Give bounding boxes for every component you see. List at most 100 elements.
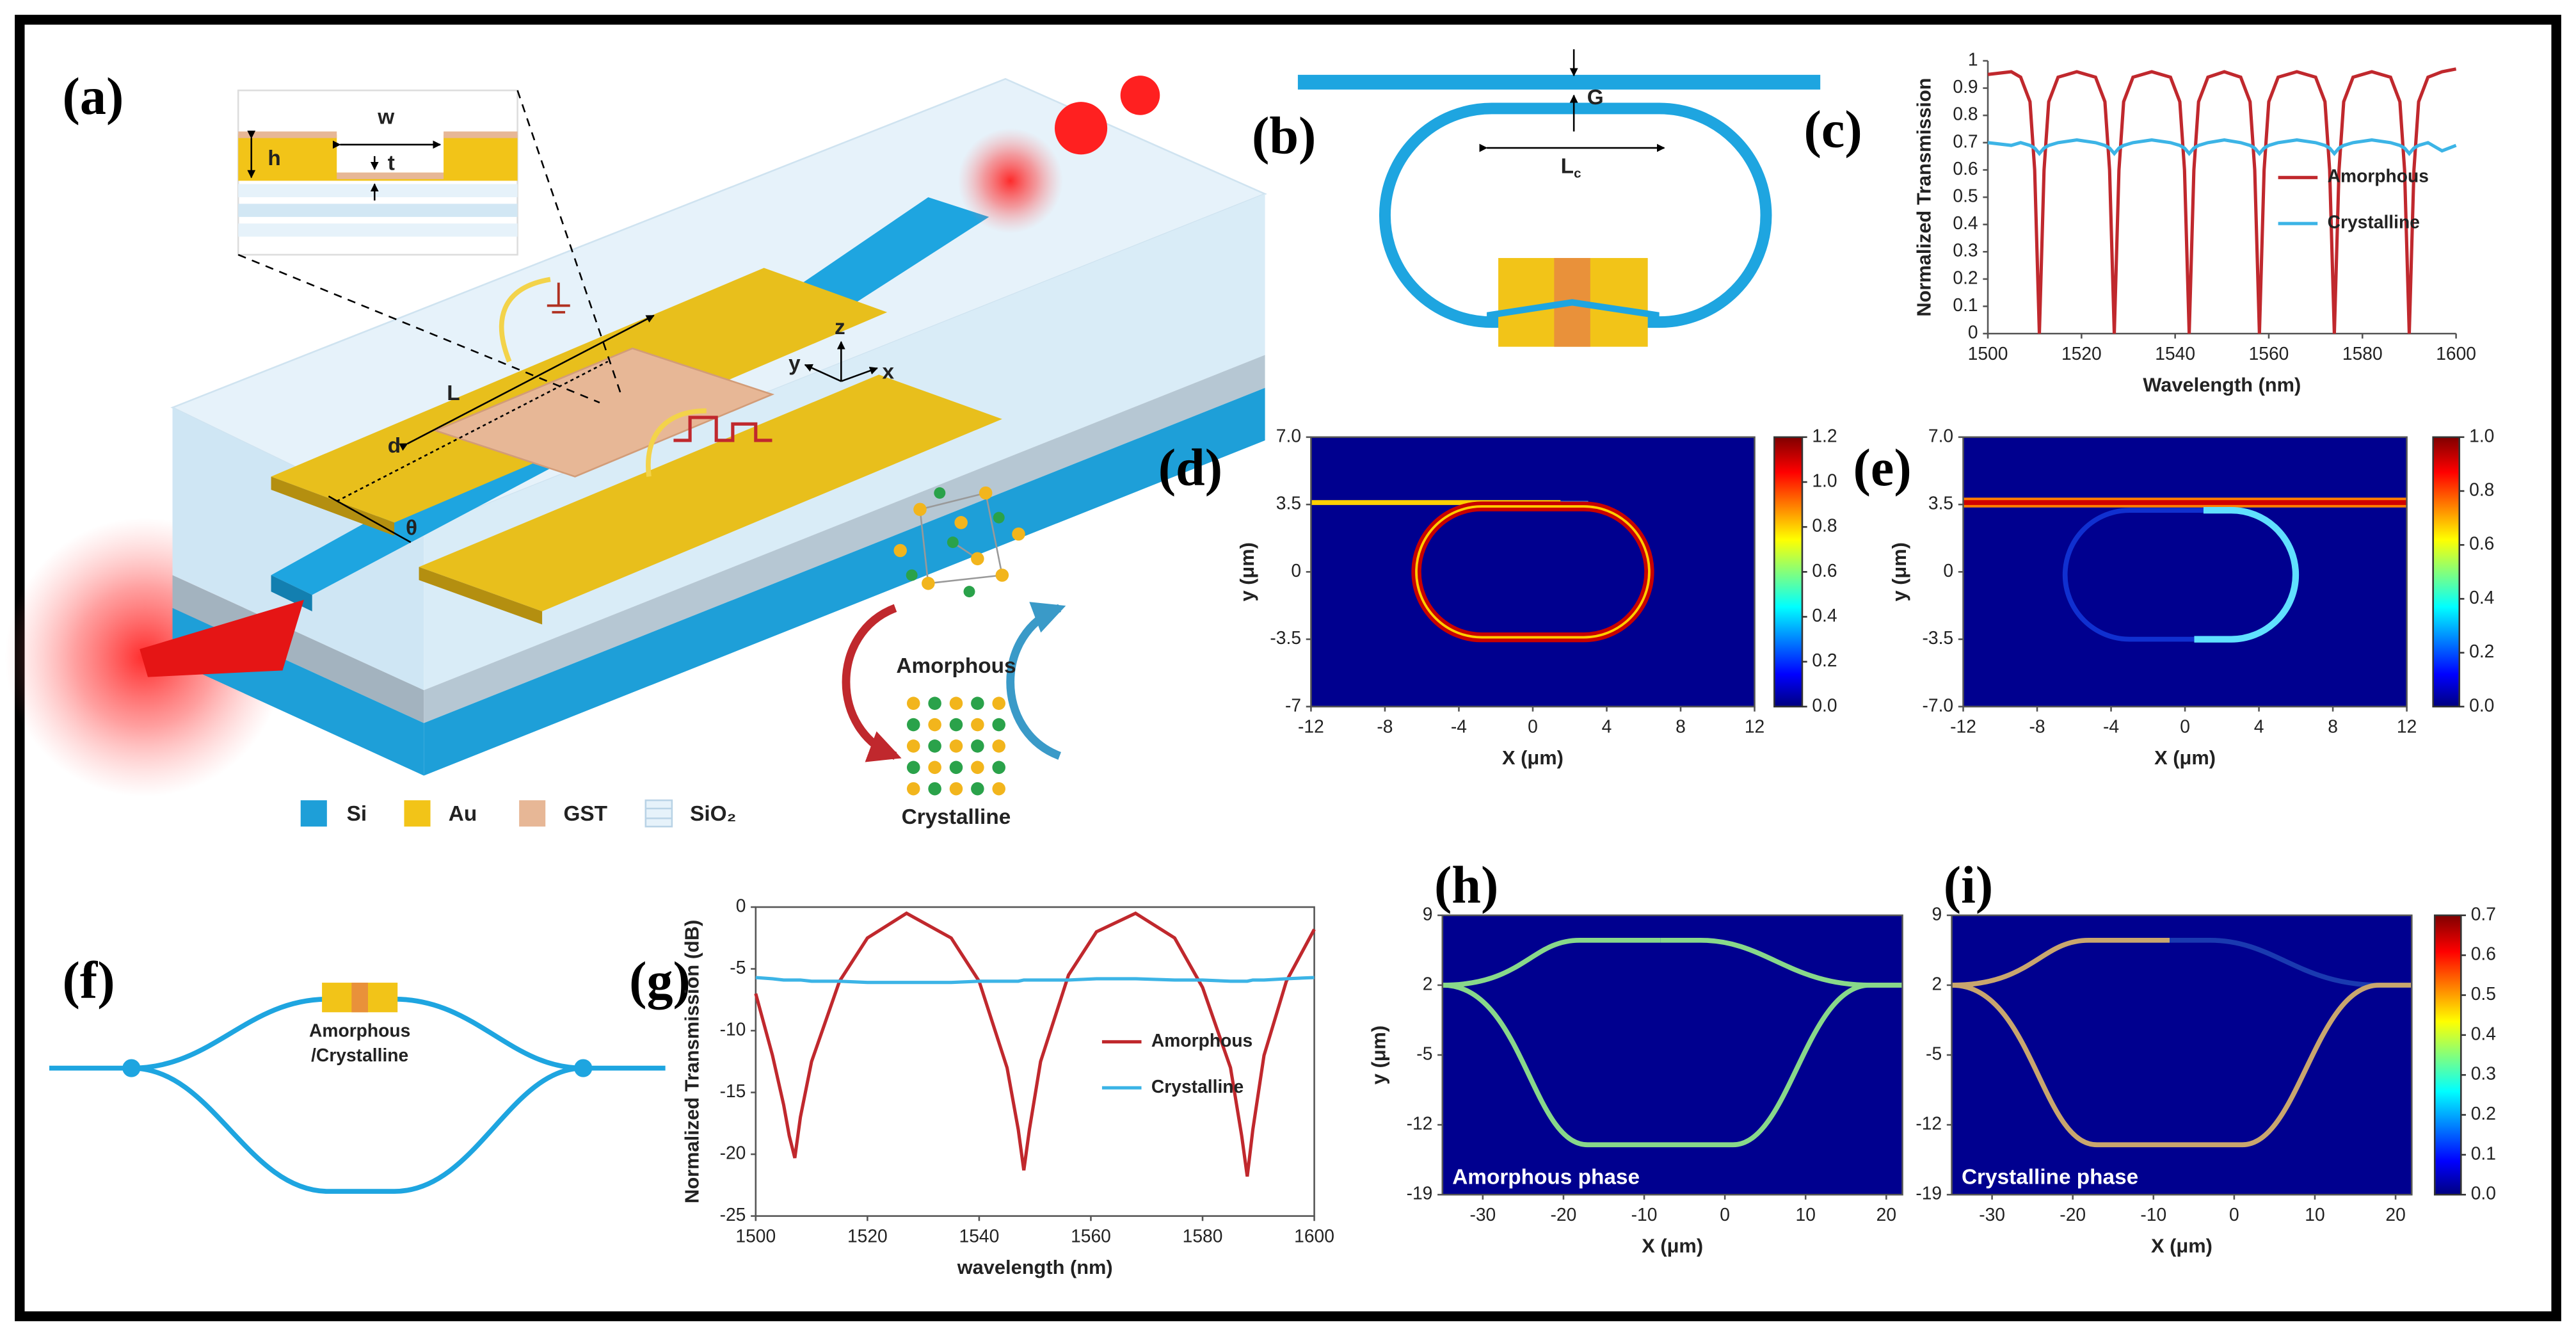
lattice-atom — [949, 739, 963, 753]
label: c — [1574, 166, 1581, 181]
shape — [906, 696, 1005, 796]
y-axis-label: y (μm) — [1367, 1026, 1389, 1084]
colorbar-tick-label: 0.0 — [2469, 695, 2494, 715]
shape — [893, 543, 907, 558]
x-tick-label: 1540 — [959, 1225, 1000, 1246]
shape — [906, 569, 918, 581]
x-tick-label: 10 — [1796, 1204, 1816, 1225]
shape — [419, 374, 1002, 611]
field — [1951, 937, 2412, 1148]
shape — [238, 184, 518, 198]
shape — [963, 586, 975, 598]
plot-frame — [755, 906, 1315, 1217]
y-tick-label: -7.0 — [1922, 695, 1953, 715]
series-line — [754, 911, 1316, 1177]
x-tick-label: 1500 — [735, 1225, 776, 1246]
shape — [238, 223, 518, 237]
x-tick-label: 1540 — [2155, 343, 2195, 364]
field-arm — [1660, 937, 1903, 988]
shape — [1006, 602, 1066, 760]
lattice-atom — [906, 739, 920, 753]
x-tick-label: 4 — [2254, 716, 2264, 737]
x-tick-label: 1500 — [1968, 343, 2008, 364]
shape — [906, 487, 1005, 598]
label: (d) — [1158, 439, 1222, 497]
shape — [399, 314, 655, 451]
x-axis-label: X (μm) — [2151, 1234, 2212, 1257]
colorbar-tick-label: 1.0 — [1812, 470, 1837, 490]
shape — [574, 1059, 593, 1077]
label: SiO₂ — [690, 802, 736, 826]
colorbar-tick-label: 1.2 — [1812, 425, 1837, 446]
lattice-atom — [928, 696, 941, 710]
x-tick-label: 12 — [2397, 716, 2417, 737]
shape — [336, 360, 609, 503]
y-tick-label: -25 — [720, 1204, 746, 1225]
y-tick-label: 9 — [1932, 903, 1942, 924]
y-tick-label: 0.7 — [1953, 131, 1978, 151]
label: y — [788, 352, 801, 376]
legend-label: Crystalline — [1151, 1076, 1244, 1097]
x-tick-label: -20 — [2060, 1204, 2086, 1225]
labels: (a) (b) (c) (d) (e) (f) (g) (h) (i) w h … — [63, 67, 1994, 1065]
x-tick-label: -8 — [1377, 716, 1393, 737]
label: z — [835, 316, 845, 339]
y-tick-label: -19 — [1407, 1183, 1433, 1203]
field-ring — [1415, 505, 1651, 639]
label: (f) — [63, 951, 115, 1010]
shape — [1487, 299, 1660, 319]
device-drawing — [4, 76, 1267, 828]
lattice-atom — [906, 782, 920, 796]
y-tick-label: 7.0 — [1276, 425, 1301, 446]
chart: Crystalline phase -30 -20 -10 0 10 20 9 2 -5 -12 -1… — [1916, 903, 2496, 1257]
label: GST — [563, 802, 607, 826]
y-tick-label: 0 — [736, 895, 746, 915]
lattice-atom — [906, 761, 920, 775]
shape — [928, 574, 1002, 584]
label: θ — [406, 516, 417, 540]
y-tick-label: 0.1 — [1953, 294, 1978, 315]
x-tick-label: -4 — [1451, 716, 1467, 737]
lattice-atom — [971, 718, 984, 732]
shape — [1012, 527, 1025, 541]
shape — [271, 476, 395, 536]
label: Crystalline — [902, 805, 1011, 829]
y-tick-label: 0 — [1968, 322, 1978, 342]
shape — [337, 172, 444, 179]
x-tick-label: 0 — [2180, 716, 2190, 737]
lattice-atom — [928, 782, 941, 796]
shape — [424, 355, 1265, 723]
colorbar-tick-label: 0.4 — [1812, 605, 1837, 625]
x-axis-label: X (μm) — [2154, 746, 2216, 769]
chart: Amorphous phase -30 -20 -10 0 10 20 9 2 -5 -12 -19 X… — [1367, 903, 1903, 1257]
shape — [404, 800, 431, 827]
x-axis-label: wavelength (nm) — [957, 1256, 1113, 1278]
lattice-atom — [971, 696, 984, 710]
lattice-atom — [992, 782, 1005, 796]
lattice-atom — [928, 739, 941, 753]
x-tick-label: 8 — [2328, 716, 2338, 737]
y-tick-label: 2 — [1423, 973, 1433, 994]
lattice-atom — [949, 718, 963, 732]
colorbar-tick-label: 0.4 — [2471, 1023, 2496, 1043]
lattice-atom — [971, 782, 984, 796]
chart: -12 -8 -4 0 4 8 12 7.0 3.5 0 -3.5 -7 X (μm) y (μm) 0.0… — [1236, 425, 1837, 769]
shape — [979, 486, 993, 500]
colorbar-tick-label: 0.6 — [2469, 533, 2494, 554]
colorbar-tick-label: 0.2 — [1812, 650, 1837, 670]
legend-label: Amorphous — [2328, 166, 2429, 186]
lattice-atom — [949, 761, 963, 775]
shape — [954, 516, 968, 529]
field — [1442, 937, 1903, 1148]
label: (b) — [1252, 107, 1316, 165]
x-tick-label: -20 — [1551, 1204, 1577, 1225]
label: Amorphous — [896, 654, 1016, 678]
chart: 1500 1520 1540 1560 1580 1600 -25 -20 -15 -10 -5 0 w… — [680, 895, 1334, 1278]
shape — [920, 492, 986, 511]
y-tick-label: 1 — [1968, 49, 1978, 69]
y-axis-label: y (μm) — [1236, 542, 1258, 601]
colorbar-tick-label: 0.0 — [2471, 1183, 2496, 1203]
colorbar-tick-label: 0.0 — [1812, 695, 1837, 715]
y-tick-label: 0.6 — [1953, 158, 1978, 179]
chart: -12 -8 -4 0 4 8 12 7.0 3.5 0 -3.5 -7.0 X (μm) y (μm) 0… — [1888, 425, 2494, 769]
